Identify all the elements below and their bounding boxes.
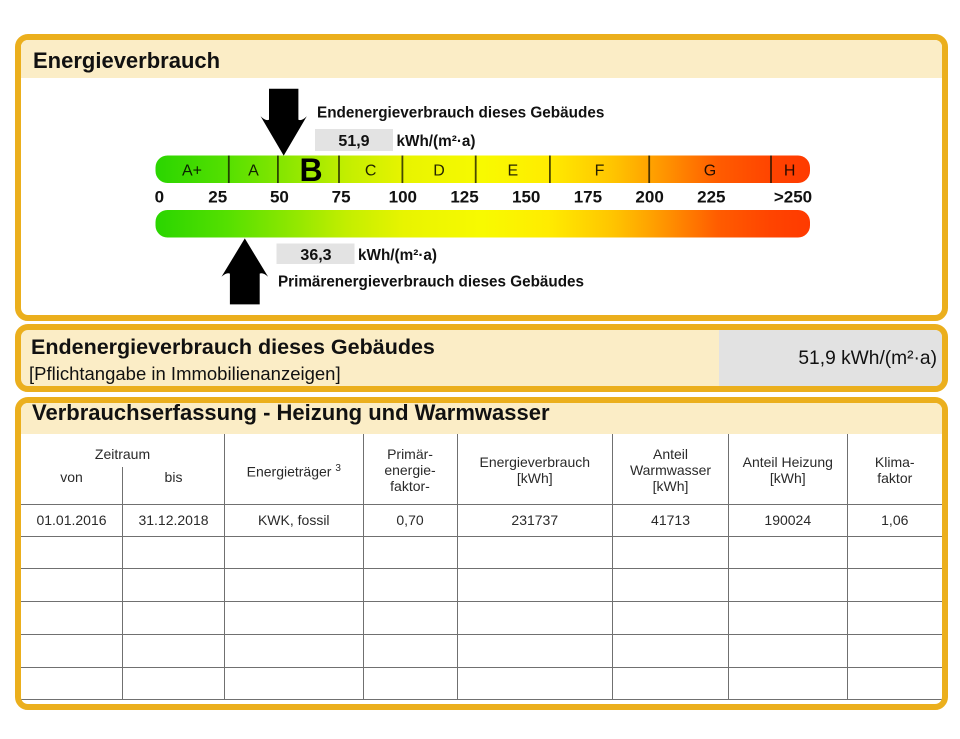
svg-text:kWh/(m²·a): kWh/(m²·a) [397,133,476,150]
svg-text:B: B [299,152,322,188]
svg-text:D: D [433,163,445,180]
svg-text:200: 200 [635,188,663,207]
svg-text:kWh/(m²·a): kWh/(m²·a) [358,247,437,264]
svg-text:E: E [507,163,518,180]
svg-text:Endenergieverbrauch dieses Geb: Endenergieverbrauch dieses Gebäudes [317,105,604,122]
svg-text:36,3: 36,3 [300,247,331,264]
svg-text:C: C [365,163,377,180]
svg-text:51,9: 51,9 [338,133,369,150]
svg-text:G: G [704,163,716,180]
svg-text:>250: >250 [774,188,812,207]
svg-text:100: 100 [389,188,417,207]
svg-text:50: 50 [270,188,289,207]
svg-text:25: 25 [208,188,227,207]
svg-text:175: 175 [574,188,602,207]
svg-text:125: 125 [450,188,478,207]
svg-text:150: 150 [512,188,540,207]
svg-text:H: H [784,163,796,180]
svg-text:0: 0 [155,188,164,207]
svg-text:F: F [595,163,605,180]
svg-text:225: 225 [697,188,725,207]
svg-text:Primärenergieverbrauch dieses: Primärenergieverbrauch dieses Gebäudes [278,274,584,291]
svg-text:A+: A+ [182,163,202,180]
svg-text:75: 75 [332,188,351,207]
svg-text:A: A [248,163,259,180]
